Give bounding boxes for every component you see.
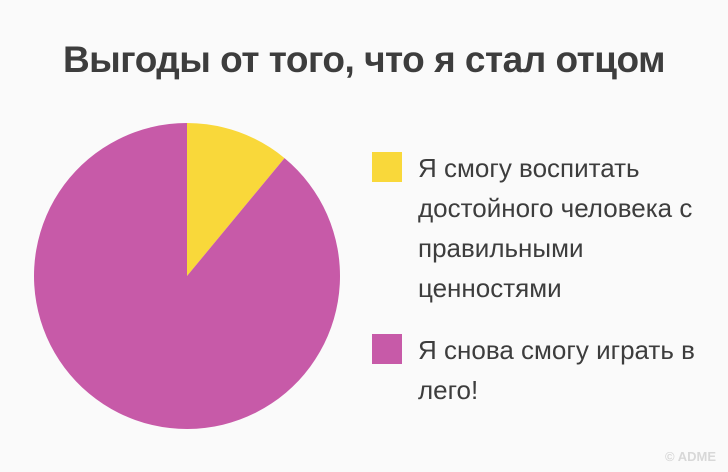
legend-swatch [372, 152, 402, 182]
legend-item: Я смогу воспитать достойного человека с … [372, 148, 717, 308]
legend-swatch [372, 334, 402, 364]
pie-slice [187, 123, 285, 276]
legend: Я смогу воспитать достойного человека с … [372, 148, 717, 432]
legend-label: Я снова смогу играть в лего! [418, 335, 695, 405]
pie-slice [34, 123, 341, 429]
legend-label: Я смогу воспитать достойного человека с … [418, 153, 693, 303]
pie [34, 123, 341, 429]
legend-item: Я снова смогу играть в лего! [372, 330, 717, 410]
watermark: © ADME [665, 449, 716, 464]
chart-title: Выгоды от того, что я стал отцом [63, 39, 665, 80]
